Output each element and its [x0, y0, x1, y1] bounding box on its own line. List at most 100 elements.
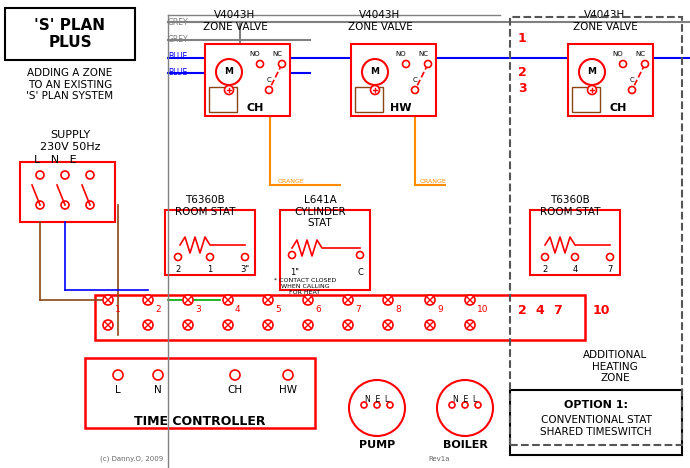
Circle shape	[587, 86, 596, 95]
Circle shape	[383, 295, 393, 305]
Text: BLUE: BLUE	[168, 68, 187, 77]
Bar	[510, 17, 682, 445]
Circle shape	[579, 59, 605, 85]
Text: 2: 2	[175, 265, 181, 274]
Text: V4043H
ZONE VALVE: V4043H ZONE VALVE	[573, 10, 638, 32]
Text: M: M	[587, 67, 596, 76]
Circle shape	[257, 60, 264, 67]
Text: ADDITIONAL
HEATING
ZONE: ADDITIONAL HEATING ZONE	[583, 350, 647, 383]
Circle shape	[371, 86, 380, 95]
Text: CONVENTIONAL STAT
SHARED TIMESWITCH: CONVENTIONAL STAT SHARED TIMESWITCH	[540, 415, 652, 437]
Circle shape	[465, 320, 475, 330]
Circle shape	[103, 320, 113, 330]
Text: ADDING A ZONE
TO AN EXISTING
'S' PLAN SYSTEM: ADDING A ZONE TO AN EXISTING 'S' PLAN SY…	[26, 68, 114, 101]
Circle shape	[449, 402, 455, 408]
Text: GREY: GREY	[168, 35, 188, 44]
Circle shape	[357, 251, 364, 258]
Circle shape	[266, 87, 273, 94]
Text: L   N   E: L N E	[34, 155, 77, 165]
FancyBboxPatch shape	[280, 210, 370, 290]
Text: HW: HW	[391, 103, 412, 113]
Circle shape	[61, 201, 69, 209]
Circle shape	[288, 251, 295, 258]
Circle shape	[607, 254, 613, 261]
Circle shape	[475, 402, 481, 408]
Circle shape	[542, 254, 549, 261]
Circle shape	[402, 60, 409, 67]
Text: 1: 1	[208, 265, 213, 274]
Text: CH: CH	[609, 103, 627, 113]
FancyBboxPatch shape	[20, 162, 115, 222]
Text: 7: 7	[355, 305, 361, 314]
Circle shape	[425, 320, 435, 330]
Circle shape	[629, 87, 635, 94]
Text: 2: 2	[518, 66, 526, 79]
Circle shape	[175, 254, 181, 261]
Circle shape	[437, 380, 493, 436]
Circle shape	[303, 295, 313, 305]
Text: (c) Danny.O, 2009: (c) Danny.O, 2009	[100, 456, 164, 462]
Text: C: C	[413, 77, 417, 83]
Circle shape	[86, 201, 94, 209]
FancyBboxPatch shape	[95, 295, 585, 340]
Circle shape	[224, 86, 233, 95]
Text: 10: 10	[593, 304, 611, 316]
Text: C: C	[266, 77, 271, 83]
Circle shape	[153, 370, 163, 380]
Text: 4: 4	[573, 265, 578, 274]
Circle shape	[223, 320, 233, 330]
Text: NO: NO	[250, 51, 260, 57]
Text: M: M	[371, 67, 380, 76]
Text: NC: NC	[272, 51, 282, 57]
Text: 2: 2	[155, 305, 161, 314]
Text: 2: 2	[542, 265, 548, 274]
FancyBboxPatch shape	[530, 210, 620, 275]
FancyBboxPatch shape	[510, 390, 682, 455]
Circle shape	[462, 402, 468, 408]
Text: CH: CH	[228, 385, 243, 395]
Text: 10: 10	[477, 305, 489, 314]
Circle shape	[36, 171, 44, 179]
Circle shape	[143, 320, 153, 330]
Circle shape	[424, 60, 431, 67]
Circle shape	[571, 254, 578, 261]
Circle shape	[361, 402, 367, 408]
Circle shape	[642, 60, 649, 67]
Bar	[355, 87, 382, 112]
Text: NO: NO	[395, 51, 406, 57]
Text: 5: 5	[275, 305, 281, 314]
Text: 7: 7	[553, 304, 562, 316]
Bar	[567, 44, 653, 116]
Circle shape	[620, 60, 627, 67]
Circle shape	[343, 320, 353, 330]
Text: 9: 9	[437, 305, 443, 314]
Circle shape	[206, 254, 213, 261]
Text: 1": 1"	[290, 268, 299, 277]
Circle shape	[113, 370, 123, 380]
Text: 'S' PLAN
PLUS: 'S' PLAN PLUS	[34, 18, 106, 51]
Circle shape	[61, 171, 69, 179]
Text: 8: 8	[395, 305, 401, 314]
Circle shape	[216, 59, 242, 85]
Text: BLUE: BLUE	[168, 52, 187, 61]
Bar	[571, 87, 600, 112]
Text: T6360B
ROOM STAT: T6360B ROOM STAT	[175, 195, 235, 217]
Text: L: L	[115, 385, 121, 395]
Text: N: N	[154, 385, 162, 395]
Text: SUPPLY
230V 50Hz: SUPPLY 230V 50Hz	[40, 130, 100, 152]
Circle shape	[383, 320, 393, 330]
FancyBboxPatch shape	[165, 210, 255, 275]
Circle shape	[36, 201, 44, 209]
Text: * CONTACT CLOSED
WHEN CALLING
FOR HEAT: * CONTACT CLOSED WHEN CALLING FOR HEAT	[274, 278, 336, 294]
Text: 3: 3	[518, 81, 526, 95]
Text: OPTION 1:: OPTION 1:	[564, 400, 628, 410]
Text: L641A
CYLINDER
STAT: L641A CYLINDER STAT	[294, 195, 346, 228]
Circle shape	[183, 295, 193, 305]
FancyBboxPatch shape	[85, 358, 315, 428]
Circle shape	[279, 60, 286, 67]
Text: TIME CONTROLLER: TIME CONTROLLER	[135, 415, 266, 428]
Circle shape	[263, 320, 273, 330]
Circle shape	[349, 380, 405, 436]
Circle shape	[362, 59, 388, 85]
Text: 1: 1	[115, 305, 121, 314]
